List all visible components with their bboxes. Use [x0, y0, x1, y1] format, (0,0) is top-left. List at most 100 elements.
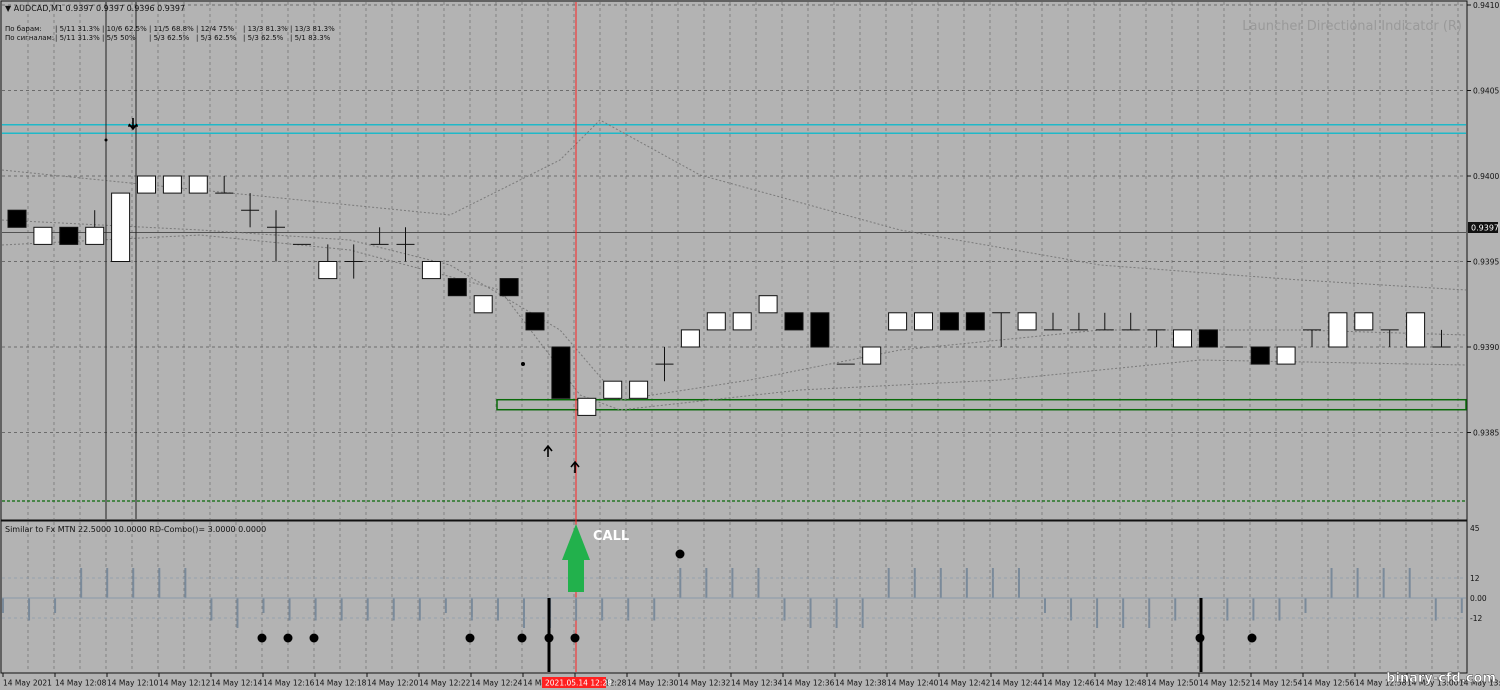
time-tick-label: 14 May 12:52 [1199, 679, 1251, 688]
candle-body [85, 226, 105, 245]
price-panel-border [0, 0, 1468, 521]
brand-watermark: binary-cfd.com [1386, 671, 1496, 686]
menu-triangle-icon: ▼ [5, 4, 14, 13]
candle-body [1354, 312, 1374, 331]
stats-cell: | 5/11 31.3% [55, 25, 100, 33]
band-lower-curve [1, 234, 1467, 411]
candle-body [7, 209, 27, 228]
stats-cell: | 5/5 50% [102, 34, 136, 42]
time-tick-label: 14 May 12:58 [1355, 679, 1407, 688]
time-tick-label: 14 May 12:44 [991, 679, 1043, 688]
candle-body [1173, 329, 1192, 348]
candle-body [1406, 312, 1426, 348]
candle-body [525, 312, 545, 331]
time-tick-label: 14 May 12:54 [1251, 679, 1303, 688]
time-tick-label: 14 May 12:48 [1095, 679, 1147, 688]
signal-dot [465, 633, 475, 643]
up-arrow-icon [570, 460, 580, 473]
candle-body [784, 312, 804, 331]
call-arrow-icon [562, 524, 590, 592]
candle-body [1328, 312, 1348, 348]
time-tick-label: 14 May 12:12 [159, 679, 211, 688]
support-zone-rect [496, 398, 1467, 411]
time-tick-label: 14 May 12:20 [367, 679, 419, 688]
price-tick-label: 0.9400 [1473, 172, 1499, 181]
time-tick-label: 14 May 12:34 [731, 679, 783, 688]
watermark: Launcher Directional Indicator (R) [1242, 19, 1462, 34]
current-price-label: 0.9397 [1468, 222, 1499, 233]
signal-dot [544, 633, 554, 643]
up-arrow-icon [543, 444, 553, 457]
signal-dot [517, 633, 527, 643]
stats-cell: | 11/5 68.8% [149, 25, 194, 33]
candle-body [1017, 312, 1037, 331]
stats-row-label: По сигналам: [5, 34, 54, 42]
candle-body [447, 278, 467, 297]
indicator-tick-label: 12 [1470, 574, 1480, 583]
candles [7, 175, 1451, 416]
time-tick-label: 14 May 12:50 [1147, 679, 1199, 688]
candle-body [499, 278, 519, 297]
candle-body [33, 226, 53, 245]
signal-dot [257, 633, 267, 643]
stats-row-label: По барам: [5, 25, 42, 33]
signal-dot [1195, 633, 1205, 643]
stats-cell: | 5/3 62.5% [196, 34, 237, 42]
candle-body [577, 397, 597, 416]
stats-cell: | 13/3 81.3% [243, 25, 288, 33]
stats-cell: | 10/6 62.5% [102, 25, 147, 33]
time-axis[interactable]: 14 May 2021 14 May 12:08 14 May 12:10 14 Ma… [2, 673, 1500, 688]
call-label: CALL [593, 529, 629, 544]
candle-body [914, 312, 933, 331]
price-tick-label: 0.9385 [1473, 429, 1499, 438]
time-tick-label: 14 May 12:46 [1043, 679, 1095, 688]
time-tick-label: 14 May 13:0 [1459, 679, 1500, 688]
time-tick-label: 14 May 12:22 [419, 679, 471, 688]
cursor-time-label: 2021.05.14 12:28 [542, 677, 612, 688]
time-tick-label: 14 May 13:00 [1407, 679, 1459, 688]
candle-body [706, 312, 726, 331]
svg-text:0.9397: 0.9397 [1471, 224, 1499, 233]
price-axis[interactable]: 0.9410 0.9405 0.9400 0.9395 0.9390 0.9385 [1467, 1, 1499, 438]
levels [1, 2, 1467, 672]
candle-body [810, 312, 830, 348]
time-tick-label: 14 May 12:36 [783, 679, 835, 688]
time-tick-label: 14 May 12:42 [939, 679, 991, 688]
time-tick-label: 14 May 12:40 [887, 679, 939, 688]
time-tick-label: 14 May 2021 [3, 679, 52, 688]
time-tick-label: 14 May 12:24 [471, 679, 523, 688]
candle-body [629, 380, 649, 399]
signal-dot [675, 549, 685, 559]
price-dot [104, 138, 108, 142]
time-tick-label: 14 May 12:38 [835, 679, 887, 688]
candle-body [862, 346, 882, 365]
candle-body [758, 295, 778, 314]
time-tick-label: 14 May 12:10 [107, 679, 159, 688]
time-tick-label: 14 May 12:32 [679, 679, 731, 688]
signal-dot [570, 633, 580, 643]
svg-text:2021.05.14 12:28: 2021.05.14 12:28 [545, 679, 612, 688]
time-tick-label: 14 May 12:14 [211, 679, 263, 688]
candle-body [318, 261, 338, 280]
time-tick-label: 14 May 12:16 [263, 679, 315, 688]
time-tick-label: 14 May 12:30 [627, 679, 679, 688]
time-tick-label: 14 May 12:56 [1303, 679, 1355, 688]
candle-body [111, 192, 131, 263]
stats-block: По барам: | 5/11 31.3% | 10/6 62.5% | 11/5 … [5, 25, 335, 42]
candle-body [965, 312, 985, 331]
indicator-label: Similar to Fx MTN 22.5000 10.0000 RD-Com… [5, 525, 266, 534]
stats-cell: | 5/11 31.3% [55, 34, 100, 42]
candle-body [1276, 346, 1296, 365]
candle-body [188, 175, 208, 194]
symbol-title: ▼ AUDCAD,M1 0.9397 0.9397 0.9396 0.9397 [5, 4, 185, 13]
time-tick-label: 14 May 12:08 [55, 679, 107, 688]
candle-body [1198, 329, 1218, 348]
indicator-histogram [2, 568, 1466, 672]
stats-cell: | 5/1 83.3% [290, 34, 331, 42]
candle-body [1250, 346, 1270, 365]
candle-body [473, 295, 493, 314]
indicator-panel-border [0, 520, 1468, 674]
signal-dot [283, 633, 293, 643]
